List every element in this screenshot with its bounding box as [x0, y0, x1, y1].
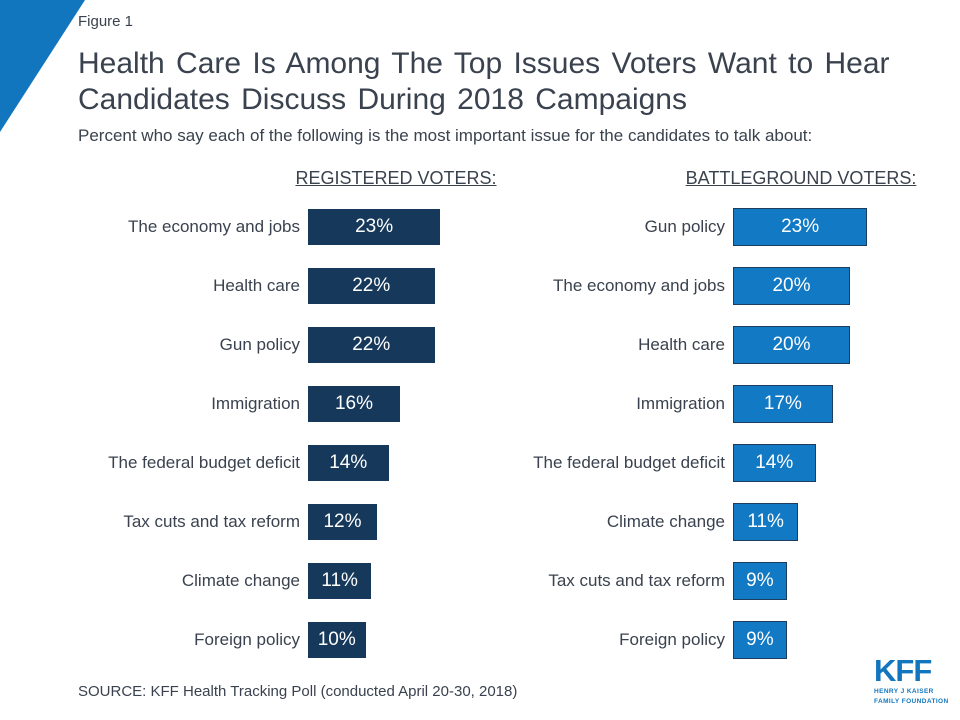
- bar: 14%: [308, 444, 389, 481]
- corner-triangle-decoration: [0, 0, 85, 132]
- chart-rows: Gun policy 23% The economy and jobs 20% Heal…: [503, 197, 913, 669]
- chart-row: Gun policy 23%: [503, 197, 913, 256]
- chart-row: Gun policy 22%: [78, 315, 488, 374]
- chart-subtitle: Percent who say each of the following is…: [78, 126, 813, 145]
- chart-rows: The economy and jobs 23% Health care 22% Gun…: [78, 197, 488, 669]
- battleground-voters-chart: Gun policy 23% The economy and jobs 20% Heal…: [503, 197, 913, 669]
- category-label: The economy and jobs: [553, 275, 725, 295]
- category-label: Gun policy: [219, 334, 300, 354]
- category-label: The federal budget deficit: [108, 452, 300, 472]
- bar: 20%: [733, 266, 850, 305]
- chart-row: Health care 22%: [78, 256, 488, 315]
- bar: 22%: [308, 326, 435, 363]
- bar-value-label: 20%: [772, 333, 811, 355]
- bar-value-label: 22%: [352, 333, 391, 355]
- bar: 23%: [733, 207, 868, 246]
- kff-logo-subtext-line2: FAMILY FOUNDATION: [874, 698, 949, 706]
- bar-value-label: 9%: [746, 569, 774, 591]
- bar-value-label: 23%: [781, 215, 820, 237]
- chart-row: Health care 20%: [503, 315, 913, 374]
- chart-row: Climate change 11%: [78, 551, 488, 610]
- bar: 11%: [308, 562, 372, 599]
- kff-logo-subtext-line1: HENRY J KAISER: [874, 688, 934, 695]
- category-label: The federal budget deficit: [533, 452, 725, 472]
- chart-row: Tax cuts and tax reform 12%: [78, 492, 488, 551]
- chart-title-line2: Candidates Discuss During 2018 Campaigns: [78, 83, 687, 116]
- figure-label: Figure 1: [78, 13, 134, 30]
- battleground-voters-header: BATTLEGROUND VOTERS:: [685, 168, 917, 188]
- kff-logo-text: KFF: [874, 653, 932, 688]
- category-label: Tax cuts and tax reform: [548, 570, 725, 590]
- chart-row: Tax cuts and tax reform 9%: [503, 551, 913, 610]
- bar: 11%: [733, 502, 799, 541]
- chart-row: Immigration 16%: [78, 374, 488, 433]
- category-label: Climate change: [606, 511, 725, 531]
- chart-title: Health Care Is Among The Top Issues Vote…: [78, 46, 944, 118]
- bar: 9%: [733, 561, 787, 600]
- category-label: Gun policy: [644, 216, 725, 236]
- bar: 17%: [733, 384, 833, 423]
- bar: 23%: [308, 208, 441, 245]
- bar-value-label: 11%: [321, 569, 358, 591]
- bar: 12%: [308, 503, 377, 540]
- chart-row: The federal budget deficit 14%: [503, 433, 913, 492]
- chart-title-line1: Health Care Is Among The Top Issues Vote…: [78, 47, 890, 80]
- bar-value-label: 23%: [355, 215, 394, 237]
- chart-row: The federal budget deficit 14%: [78, 433, 488, 492]
- category-label: Tax cuts and tax reform: [123, 511, 300, 531]
- category-label: Foreign policy: [194, 629, 300, 649]
- category-label: Immigration: [636, 393, 725, 413]
- bar-value-label: 16%: [334, 392, 374, 414]
- chart-row: Foreign policy 10%: [78, 610, 488, 669]
- bar-value-label: 9%: [746, 628, 774, 650]
- bar-value-label: 22%: [352, 274, 391, 296]
- triangle-shape: [0, 0, 85, 132]
- category-label: The economy and jobs: [128, 216, 300, 236]
- bar-value-label: 20%: [772, 274, 811, 296]
- source-note: SOURCE: KFF Health Tracking Poll (conduc…: [78, 683, 518, 700]
- bar-value-label: 14%: [755, 451, 794, 473]
- chart-row: Climate change 11%: [503, 492, 913, 551]
- category-label: Immigration: [211, 393, 300, 413]
- category-label: Climate change: [181, 570, 300, 590]
- bar-value-label: 12%: [323, 510, 362, 532]
- bar-value-label: 14%: [329, 451, 368, 473]
- bar-value-label: 11%: [747, 510, 784, 532]
- chart-row: Immigration 17%: [503, 374, 913, 433]
- category-label: Health care: [638, 334, 725, 354]
- bar: 16%: [308, 385, 400, 422]
- bar: 22%: [308, 267, 435, 304]
- bar-value-label: 17%: [763, 392, 802, 414]
- bar: 9%: [733, 620, 787, 659]
- category-label: Health care: [213, 275, 300, 295]
- kff-logo: KFF HENRY J KAISER FAMILY FOUNDATION: [874, 655, 949, 707]
- bar-value-label: 10%: [317, 628, 356, 650]
- chart-row: The economy and jobs 23%: [78, 197, 488, 256]
- bar: 10%: [308, 621, 366, 658]
- chart-row: The economy and jobs 20%: [503, 256, 913, 315]
- bar: 14%: [733, 443, 816, 482]
- category-label: Foreign policy: [619, 629, 725, 649]
- registered-voters-header: REGISTERED VOTERS:: [295, 168, 497, 188]
- registered-voters-chart: The economy and jobs 23% Health care 22% Gun…: [78, 197, 488, 669]
- bar: 20%: [733, 325, 850, 364]
- chart-row: Foreign policy 9%: [503, 610, 913, 669]
